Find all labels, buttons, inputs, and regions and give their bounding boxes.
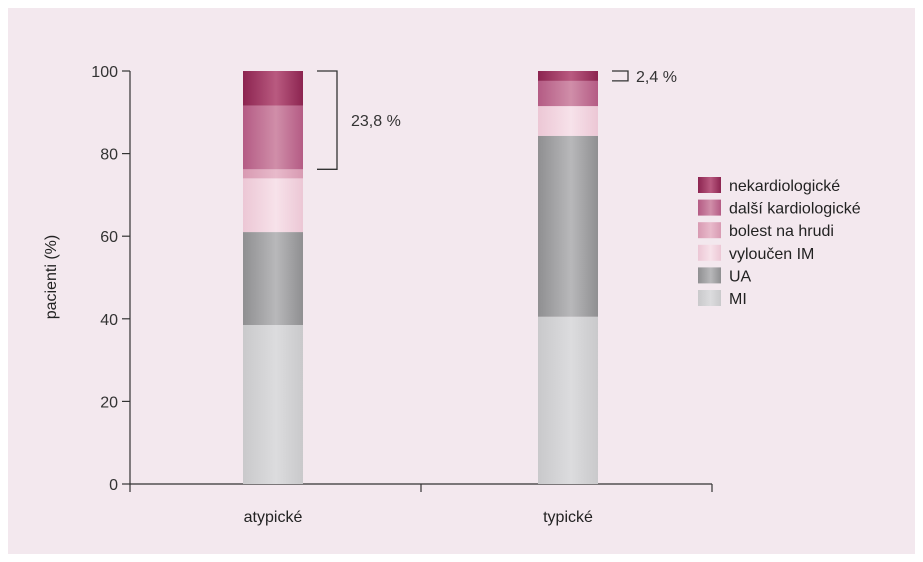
y-tick-label: 40: [100, 312, 118, 329]
y-tick-label: 100: [91, 64, 118, 81]
legend-swatch: [698, 267, 721, 284]
annotation-label: 2,4 %: [636, 69, 677, 86]
legend-label: vyloučen IM: [729, 246, 814, 263]
chart-panel: [8, 8, 915, 554]
bar-segment: [243, 169, 303, 179]
annotation-label: 23,8 %: [351, 113, 401, 130]
bar-segment: [538, 106, 598, 136]
y-axis-title: pacienti (%): [43, 235, 60, 319]
legend-label: MI: [729, 291, 747, 308]
bar-segment: [538, 135, 598, 317]
y-tick-label: 0: [109, 477, 118, 494]
bar-segment: [243, 105, 303, 170]
legend-swatch: [698, 290, 721, 306]
y-tick-label: 60: [100, 229, 118, 246]
legend-swatch: [698, 222, 721, 239]
legend-swatch: [698, 244, 721, 261]
bar-segment: [538, 316, 598, 484]
bar-segment: [243, 71, 303, 106]
x-category-label: typické: [543, 509, 593, 526]
bar-segment: [243, 178, 303, 233]
bar-segment: [538, 80, 598, 107]
legend-label: bolest na hrudi: [729, 223, 834, 240]
legend-label: další kardiologické: [729, 201, 861, 218]
x-category-label: atypické: [244, 509, 303, 526]
bracket-annotation: [612, 70, 629, 82]
y-tick-label: 20: [100, 394, 118, 411]
bracket-annotation: [317, 70, 338, 170]
bar-segment: [243, 324, 303, 484]
legend-swatch: [698, 177, 721, 193]
bar-segment: [538, 71, 598, 81]
y-tick-label: 80: [100, 147, 118, 164]
legend-label: nekardiologické: [729, 178, 840, 195]
legend-swatch: [698, 199, 721, 216]
legend-label: UA: [729, 268, 752, 285]
bar-segment: [243, 232, 303, 325]
